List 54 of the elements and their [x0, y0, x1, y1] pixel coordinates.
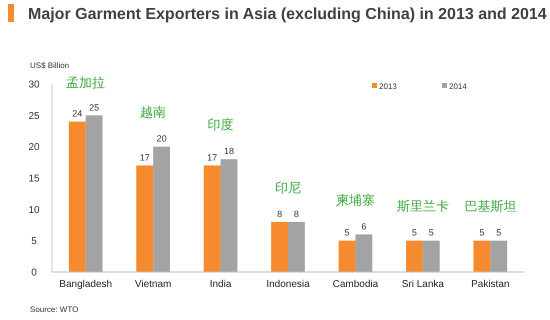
annotation: 柬埔寨: [336, 192, 375, 208]
data-label: 17: [207, 152, 218, 162]
x-tick-label: India: [210, 279, 232, 290]
data-label: 25: [89, 102, 100, 112]
data-label: 8: [294, 208, 299, 219]
bar: [490, 240, 508, 272]
legend-label: 2014: [449, 82, 468, 91]
x-tick-label: Indonesia: [266, 279, 310, 290]
y-tick-label: 30: [28, 80, 40, 90]
x-tick-label: Sri Lanka: [402, 279, 444, 290]
y-tick-label: 25: [28, 110, 40, 122]
x-tick-label: Bangladesh: [59, 279, 112, 290]
y-axis-title: US$ Billion: [30, 61, 70, 70]
data-label: 6: [361, 221, 366, 232]
data-label: 18: [224, 146, 234, 156]
data-label: 17: [140, 152, 150, 162]
data-label: 5: [344, 228, 350, 238]
legend-label: 2013: [379, 82, 398, 91]
bar: [86, 115, 103, 272]
x-tick-label: Pakistan: [471, 279, 510, 290]
x-tick-label: Vietnam: [134, 279, 172, 290]
data-label: 5: [479, 228, 484, 238]
bar: [338, 240, 356, 272]
bar: [288, 222, 305, 272]
data-label: 8: [277, 208, 282, 219]
bar: [473, 240, 490, 272]
bar: [406, 240, 423, 272]
bar: [204, 165, 221, 272]
bar: [136, 165, 154, 272]
bar: [271, 222, 288, 272]
annotation: 印度: [208, 117, 234, 132]
y-tick-label: 15: [28, 174, 40, 184]
data-label: 5: [412, 228, 417, 238]
annotation: 印尼: [275, 180, 301, 195]
bar: [355, 234, 372, 272]
y-tick-label: 0: [31, 268, 38, 278]
y-tick-label: 20: [28, 142, 40, 154]
data-label: 20: [156, 134, 167, 144]
data-label: 5: [428, 228, 434, 238]
bar: [153, 146, 170, 272]
y-tick-label: 5: [31, 236, 38, 248]
annotation: 越南: [140, 104, 166, 120]
annotation: 斯里兰卡: [396, 198, 449, 214]
bar: [220, 159, 238, 272]
annotation: 巴基斯坦: [464, 198, 516, 214]
chart-title: Major Garment Exporters in Asia (excluding China) in 2013 and 2014: [28, 6, 547, 23]
source-note: Source: WTO: [30, 305, 78, 314]
bar: [68, 122, 86, 272]
data-label: 24: [72, 108, 82, 119]
x-tick-label: Cambodia: [332, 279, 379, 290]
data-label: 5: [496, 228, 502, 238]
y-tick-label: 10: [28, 204, 40, 216]
bar: [422, 240, 440, 272]
annotation: 孟加拉: [66, 75, 106, 90]
